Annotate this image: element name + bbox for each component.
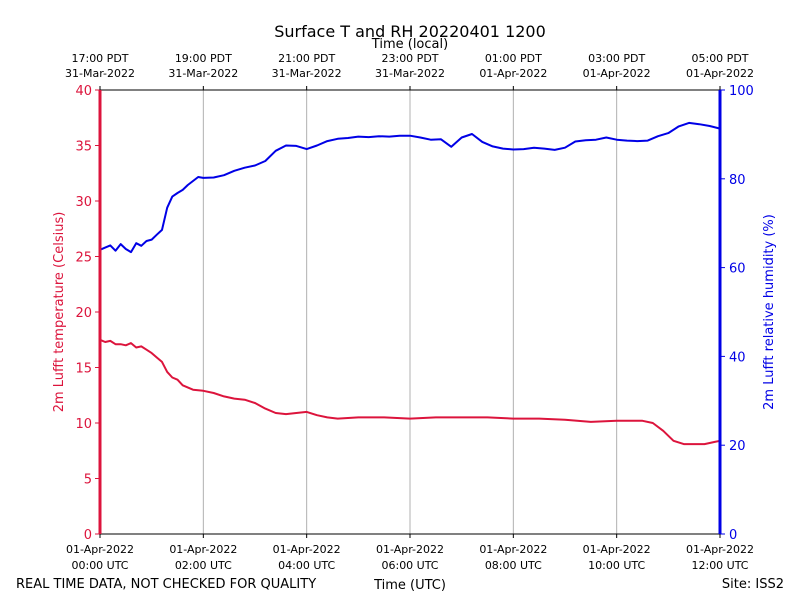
series-lines: [99, 121, 721, 446]
top-tick-time: 17:00 PDT: [71, 52, 128, 65]
bottom-tick-date: 01-Apr-2022: [169, 543, 237, 556]
left-tick-label: 40: [75, 84, 92, 99]
top-tick-date: 01-Apr-2022: [686, 67, 754, 80]
top-tick-date: 01-Apr-2022: [583, 67, 651, 80]
bottom-tick-time: 02:00 UTC: [175, 559, 232, 572]
bottom-tick-date: 01-Apr-2022: [376, 543, 444, 556]
top-tick-date: 31-Mar-2022: [272, 67, 342, 80]
right-tick-label: 20: [729, 439, 746, 454]
top-tick-time: 03:00 PDT: [588, 52, 645, 65]
left-tick-label: 5: [84, 473, 92, 488]
left-tick-label: 35: [75, 140, 92, 155]
right-tick-label: 0: [729, 528, 737, 543]
left-tick-label: 20: [75, 306, 92, 321]
bottom-tick-time: 04:00 UTC: [278, 559, 335, 572]
site-label: Site: ISS2: [722, 577, 784, 592]
top-tick-time: 05:00 PDT: [691, 52, 748, 65]
right-axis-label: 2m Lufft relative humidity (%): [762, 214, 777, 410]
grid-lines: [202, 90, 618, 534]
humidity-series-line: [99, 121, 721, 254]
bottom-tick-time: 08:00 UTC: [485, 559, 542, 572]
top-tick-date: 31-Mar-2022: [168, 67, 238, 80]
bottom-tick-date: 01-Apr-2022: [273, 543, 341, 556]
axis-ticks: 0 5 10 15 20 25 30 35 40 0 20 40 60 80 100 01-Apr-2022 0…: [65, 52, 754, 572]
bottom-tick-time: 00:00 UTC: [71, 559, 128, 572]
top-tick-date: 31-Mar-2022: [375, 67, 445, 80]
top-tick-time: 01:00 PDT: [485, 52, 542, 65]
bottom-tick-time: 10:00 UTC: [588, 559, 645, 572]
bottom-tick-time: 06:00 UTC: [381, 559, 438, 572]
right-tick-label: 60: [729, 262, 746, 277]
left-tick-label: 25: [75, 251, 92, 266]
x-axis-label: Time (UTC): [373, 578, 446, 593]
top-tick-time: 23:00 PDT: [381, 52, 438, 65]
quality-disclaimer: REAL TIME DATA, NOT CHECKED FOR QUALITY: [16, 577, 316, 592]
bottom-tick-date: 01-Apr-2022: [583, 543, 651, 556]
bottom-tick-date: 01-Apr-2022: [686, 543, 754, 556]
top-axis-label: Time (local): [371, 37, 448, 52]
bottom-tick-date: 01-Apr-2022: [479, 543, 547, 556]
top-tick-date: 01-Apr-2022: [479, 67, 547, 80]
top-tick-time: 19:00 PDT: [175, 52, 232, 65]
top-tick-date: 31-Mar-2022: [65, 67, 135, 80]
left-tick-label: 10: [75, 417, 92, 432]
temperature-series-line: [99, 338, 721, 446]
top-tick-time: 21:00 PDT: [278, 52, 335, 65]
left-tick-label: 15: [75, 362, 92, 377]
left-tick-label: 0: [84, 528, 92, 543]
bottom-tick-time: 12:00 UTC: [691, 559, 748, 572]
bottom-tick-date: 01-Apr-2022: [66, 543, 134, 556]
right-tick-label: 80: [729, 173, 746, 188]
right-tick-label: 100: [729, 84, 754, 99]
chart-title: Surface T and RH 20220401 1200: [274, 22, 546, 41]
left-tick-label: 30: [75, 195, 92, 210]
left-axis-label: 2m Lufft temperature (Celsius): [52, 212, 67, 413]
right-tick-label: 40: [729, 350, 746, 365]
